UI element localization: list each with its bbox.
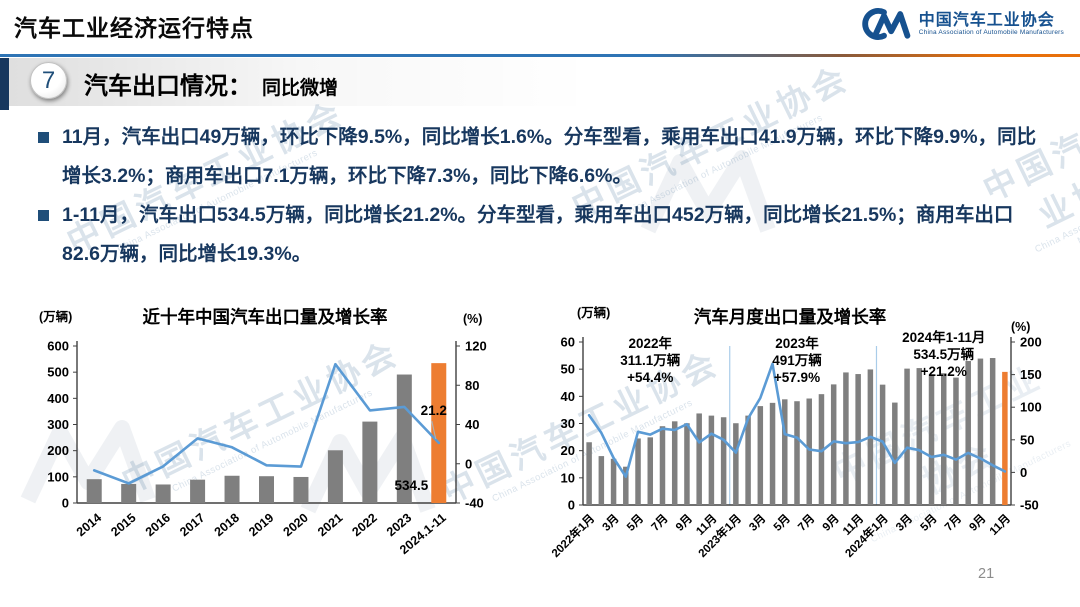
bullet-item: 1-11月，汽车出口534.5万辆，同比增长21.2%。分车型看，乘用车出口45… xyxy=(38,196,1050,274)
section-number-badge: 7 xyxy=(30,62,67,99)
svg-text:2020: 2020 xyxy=(281,511,311,540)
svg-text:500: 500 xyxy=(47,365,69,380)
chart-title: 汽车月度出口量及增长率 xyxy=(693,307,887,327)
svg-text:2021: 2021 xyxy=(315,511,345,540)
svg-text:2015: 2015 xyxy=(108,511,138,540)
svg-text:7月: 7月 xyxy=(942,512,964,534)
svg-text:200: 200 xyxy=(47,443,69,458)
svg-text:2017: 2017 xyxy=(177,511,207,540)
section-heading-sub: 同比微增 xyxy=(262,78,339,99)
svg-text:7月: 7月 xyxy=(649,512,671,534)
section-heading: 汽车出口情况： 同比微增 xyxy=(84,66,338,101)
svg-text:11月: 11月 xyxy=(987,512,1013,538)
edge-accent xyxy=(0,58,9,110)
svg-text:400: 400 xyxy=(47,391,69,406)
org-name-cn: 中国汽车工业协会 xyxy=(918,11,1055,29)
svg-text:2018: 2018 xyxy=(212,511,242,540)
svg-text:150: 150 xyxy=(1020,367,1042,382)
svg-text:9月: 9月 xyxy=(820,512,842,534)
section-band xyxy=(0,58,1080,106)
svg-text:3月: 3月 xyxy=(747,512,769,534)
svg-text:5月: 5月 xyxy=(771,512,793,534)
svg-text:50: 50 xyxy=(561,362,575,377)
svg-text:0: 0 xyxy=(568,498,575,513)
left-axis-unit: (万辆) xyxy=(39,310,73,324)
page-title: 汽车工业经济运行特点 xyxy=(14,15,254,41)
svg-text:300: 300 xyxy=(47,417,69,432)
svg-text:50: 50 xyxy=(1020,432,1034,447)
svg-text:0: 0 xyxy=(62,496,69,511)
bullet-text: 1-11月，汽车出口534.5万辆，同比增长21.2%。分车型看，乘用车出口45… xyxy=(62,204,1014,265)
right-axis-unit: (%) xyxy=(463,312,483,326)
svg-text:30: 30 xyxy=(561,416,575,431)
header-divider xyxy=(0,54,1080,57)
bullet-square-icon xyxy=(38,210,49,221)
svg-text:40: 40 xyxy=(465,417,479,432)
svg-text:5月: 5月 xyxy=(918,512,940,534)
svg-text:200: 200 xyxy=(1020,335,1042,350)
bullet-text: 11月，汽车出口49万辆，环比下降9.5%，同比增长1.6%。分车型看，乘用车出… xyxy=(62,126,1037,187)
chart-title: 近十年中国汽车出口量及增长率 xyxy=(142,307,388,327)
svg-text:21.2: 21.2 xyxy=(421,403,447,418)
svg-text:2022年1月: 2022年1月 xyxy=(548,511,597,560)
svg-text:600: 600 xyxy=(47,339,69,354)
svg-text:80: 80 xyxy=(465,378,479,393)
svg-text:2019: 2019 xyxy=(246,511,276,540)
svg-text:9月: 9月 xyxy=(967,512,989,534)
svg-text:2016: 2016 xyxy=(143,511,173,540)
svg-text:534.5: 534.5 xyxy=(394,478,428,493)
bullet-item: 11月，汽车出口49万辆，环比下降9.5%，同比增长1.6%。分车型看，乘用车出… xyxy=(38,118,1050,196)
svg-text:120: 120 xyxy=(465,339,487,354)
svg-text:100: 100 xyxy=(1020,400,1042,415)
svg-text:100: 100 xyxy=(47,469,69,484)
svg-text:2022: 2022 xyxy=(349,511,379,540)
caam-logo-icon xyxy=(862,8,911,40)
page-number: 21 xyxy=(978,566,995,582)
svg-text:3月: 3月 xyxy=(600,512,622,534)
svg-text:-50: -50 xyxy=(1020,498,1039,513)
svg-text:9月: 9月 xyxy=(673,512,695,534)
svg-text:10: 10 xyxy=(561,470,575,485)
section-heading-main: 汽车出口情况： xyxy=(84,73,252,100)
org-name-en: China Association of Automobile Manufact… xyxy=(918,29,1064,37)
annual-export-chart: (万辆) 近十年中国汽车出口量及增长率 (%) 0 100 200 300 400 500… xyxy=(25,296,525,604)
svg-text:0: 0 xyxy=(1020,465,1027,480)
left-axis-unit: (万辆) xyxy=(577,306,611,320)
svg-text:0: 0 xyxy=(465,456,472,471)
org-logo: 中国汽车工业协会 China Association of Automobile… xyxy=(857,6,1064,42)
bullet-square-icon xyxy=(38,132,49,143)
svg-text:5月: 5月 xyxy=(624,512,646,534)
svg-text:20: 20 xyxy=(561,443,575,458)
svg-text:3月: 3月 xyxy=(893,512,915,534)
right-axis-unit: (%) xyxy=(1011,320,1031,334)
svg-text:-40: -40 xyxy=(465,496,484,511)
svg-text:40: 40 xyxy=(561,389,575,404)
svg-text:60: 60 xyxy=(561,335,575,350)
bullet-list: 11月，汽车出口49万辆，环比下降9.5%，同比增长1.6%。分车型看，乘用车出… xyxy=(38,118,1050,274)
monthly-export-chart: (万辆) 汽车月度出口量及增长率 (%) 0 10 20 30 40 50 60 -50 0 50… xyxy=(545,296,1075,604)
svg-text:7月: 7月 xyxy=(795,512,817,534)
svg-text:2014: 2014 xyxy=(74,511,104,540)
